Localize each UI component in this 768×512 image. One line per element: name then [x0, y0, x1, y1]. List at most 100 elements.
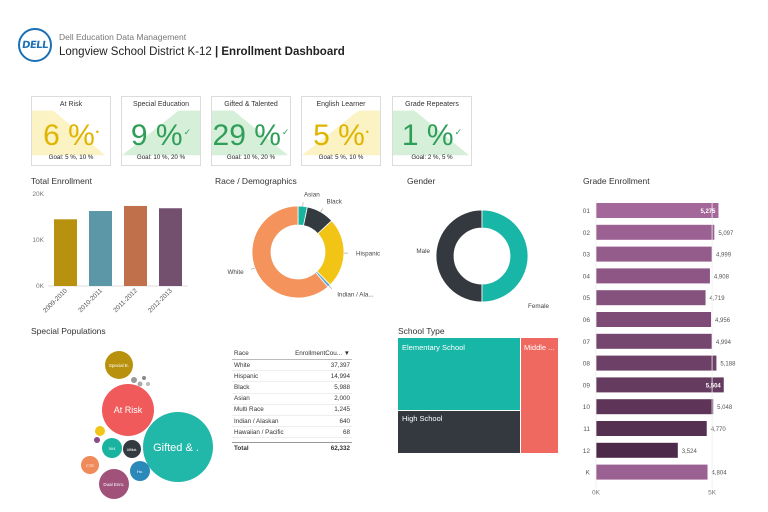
kpi-value: 29 %✓: [212, 116, 290, 152]
school-type-treemap[interactable]: Elementary School Middle ... High School: [398, 338, 560, 454]
grade-bar-05[interactable]: [596, 290, 706, 306]
bubble-small: [137, 381, 143, 387]
kpi-value: 9 %✓: [122, 116, 200, 152]
bubble-label-ho: Ho.: [137, 469, 143, 474]
grade-bar-K[interactable]: [596, 464, 708, 480]
table-row[interactable]: Hawaiian / Pacific 68: [232, 427, 352, 439]
kpi-value: 6 %•: [32, 116, 110, 152]
kpi-card-english-learner[interactable]: English Learner 5 %• Goal: 5 %, 10 %: [301, 96, 381, 166]
grade-enrollment-chart[interactable]: 01 5,275 02 5,097 03 4,999 04 4,908 05 4,719 06 4,9…: [576, 196, 766, 508]
gender-donut-chart[interactable]: Male Female: [400, 190, 565, 320]
bubble-label-gifted-talented: Gifted & .: [153, 442, 199, 454]
kpi-card-special-education[interactable]: Special Education 9 %✓ Goal: 10 %, 20 %: [121, 96, 201, 166]
table-row[interactable]: Asian 2,000: [232, 394, 352, 405]
table-cell: 62,332: [330, 444, 350, 452]
kpi-value: 1 %✓: [393, 116, 471, 152]
x-tick-label: 2011-2012: [112, 287, 139, 314]
grade-label: 02: [583, 230, 591, 237]
kpi-goal: Goal: 5 %, 10 %: [48, 154, 94, 161]
grade-bar-12[interactable]: [596, 442, 678, 458]
table-cell: Indian / Alaskan: [234, 417, 279, 425]
grade-value-label: 4,719: [710, 296, 726, 302]
y-tick-label: 20K: [32, 191, 44, 198]
column-header-enrollment-label: EnrollmentCou...: [295, 350, 343, 357]
table-row[interactable]: Black 5,988: [232, 382, 352, 394]
slice-female[interactable]: [481, 209, 529, 303]
dashboard-name: Enrollment Dashboard: [221, 46, 345, 58]
grade-value-label: 4,804: [712, 471, 728, 477]
kpi-value-text: 29 %: [212, 119, 281, 152]
bar-2012-2013[interactable]: [159, 208, 182, 286]
table-row[interactable]: Multi Race 1,245: [232, 405, 352, 416]
kpi-card-at-risk[interactable]: At Risk 6 %• Goal: 5 %, 10 %: [31, 96, 111, 166]
grade-bar-07[interactable]: [596, 333, 712, 349]
grade-value-label: 4,770: [711, 427, 727, 433]
check-icon: ✓: [183, 127, 192, 137]
table-cell: Hispanic: [234, 372, 259, 380]
district-name: Longview School District K-12: [59, 46, 212, 58]
grade-bar-11[interactable]: [596, 421, 707, 436]
bubble-dual-enrollment[interactable]: [99, 469, 129, 499]
special-populations-bubble-chart[interactable]: Special E. At Risk Gifted & . 504 Affili…: [70, 340, 220, 500]
bubble-yellow-small: [95, 426, 105, 436]
y-tick-label: 10K: [32, 237, 44, 244]
grade-bar-06[interactable]: [596, 312, 712, 327]
table-cell: Asian: [234, 395, 250, 403]
bubble-label-504: 504: [109, 446, 116, 451]
treemap-label-elementary: Elementary School: [402, 343, 465, 352]
kpi-indicator-shape: [32, 110, 106, 156]
treemap-cell-middle[interactable]: [521, 338, 558, 453]
bubble-cte[interactable]: [81, 456, 99, 474]
bubble-affiliated[interactable]: [123, 440, 141, 458]
grade-bar-08[interactable]: [596, 355, 717, 371]
bubble-special-education[interactable]: [105, 351, 133, 379]
kpi-card-gifted-talented[interactable]: Gifted & Talented 29 %✓ Goal: 10 %, 20 %: [211, 96, 291, 166]
logo-text: DELL: [21, 39, 49, 51]
kpi-indicator-shape: [302, 110, 380, 156]
kpi-name: English Learner: [316, 101, 366, 108]
grade-bar-09[interactable]: [596, 377, 724, 393]
kpi-indicator-shape: [122, 110, 200, 156]
slice-label-male: Male: [416, 248, 430, 255]
table-row[interactable]: Hispanic 14,994: [232, 371, 352, 383]
bubble-at-risk[interactable]: [102, 384, 154, 436]
table-cell: Black: [234, 383, 250, 391]
x-tick-label: 0K: [592, 489, 601, 496]
dashboard-header: DELL Dell Education Data Management Long…: [18, 28, 418, 68]
bar-2009-2010[interactable]: [54, 219, 77, 286]
column-header-enrollment[interactable]: EnrollmentCou... ▼: [295, 350, 352, 357]
x-tick-label: 5K: [708, 489, 717, 496]
slice-white[interactable]: [251, 205, 329, 299]
kpi-indicator-shape: [393, 110, 470, 156]
slice-label-black: Black: [327, 199, 343, 206]
treemap-cell-elementary[interactable]: [398, 338, 520, 410]
treemap-cell-high[interactable]: [398, 411, 520, 453]
column-header-race[interactable]: Race: [234, 350, 249, 357]
grade-bar-01[interactable]: [596, 203, 719, 218]
kpi-value-text: 6 %: [43, 119, 95, 152]
bubble-gifted-talented[interactable]: [143, 412, 213, 482]
bar-2011-2012[interactable]: [124, 205, 147, 286]
grade-bar-04[interactable]: [596, 268, 710, 284]
leader-line: [328, 285, 333, 290]
slice-male[interactable]: [435, 209, 483, 303]
bubble-ho[interactable]: [130, 461, 150, 481]
bar-2010-2011[interactable]: [89, 211, 112, 286]
leader-line: [320, 208, 323, 213]
grade-label: 09: [583, 382, 591, 389]
bubble-504[interactable]: [102, 438, 122, 458]
grade-label: 01: [583, 208, 591, 215]
kpi-goal: Goal: 10 %, 20 %: [226, 154, 276, 161]
table-row[interactable]: White 37,397: [232, 360, 352, 372]
grade-value-label: 3,524: [682, 449, 698, 455]
grade-bar-03[interactable]: [596, 246, 713, 262]
grade-bar-10[interactable]: [596, 399, 714, 415]
school-type-title: School Type: [398, 326, 445, 336]
table-row[interactable]: Indian / Alaskan 640: [232, 416, 352, 428]
race-donut-chart[interactable]: Asian Black Hispanic Indian / Ala... White: [205, 190, 395, 320]
race-enrollment-table[interactable]: Race EnrollmentCou... ▼ White 37,397 Hisp…: [232, 350, 352, 454]
grade-bar-02[interactable]: [596, 224, 715, 240]
kpi-card-grade-repeaters[interactable]: Grade Repeaters 1 %✓ Goal: 2 %, 5 %: [392, 96, 472, 166]
grade-value-label: 4,999: [716, 253, 732, 259]
